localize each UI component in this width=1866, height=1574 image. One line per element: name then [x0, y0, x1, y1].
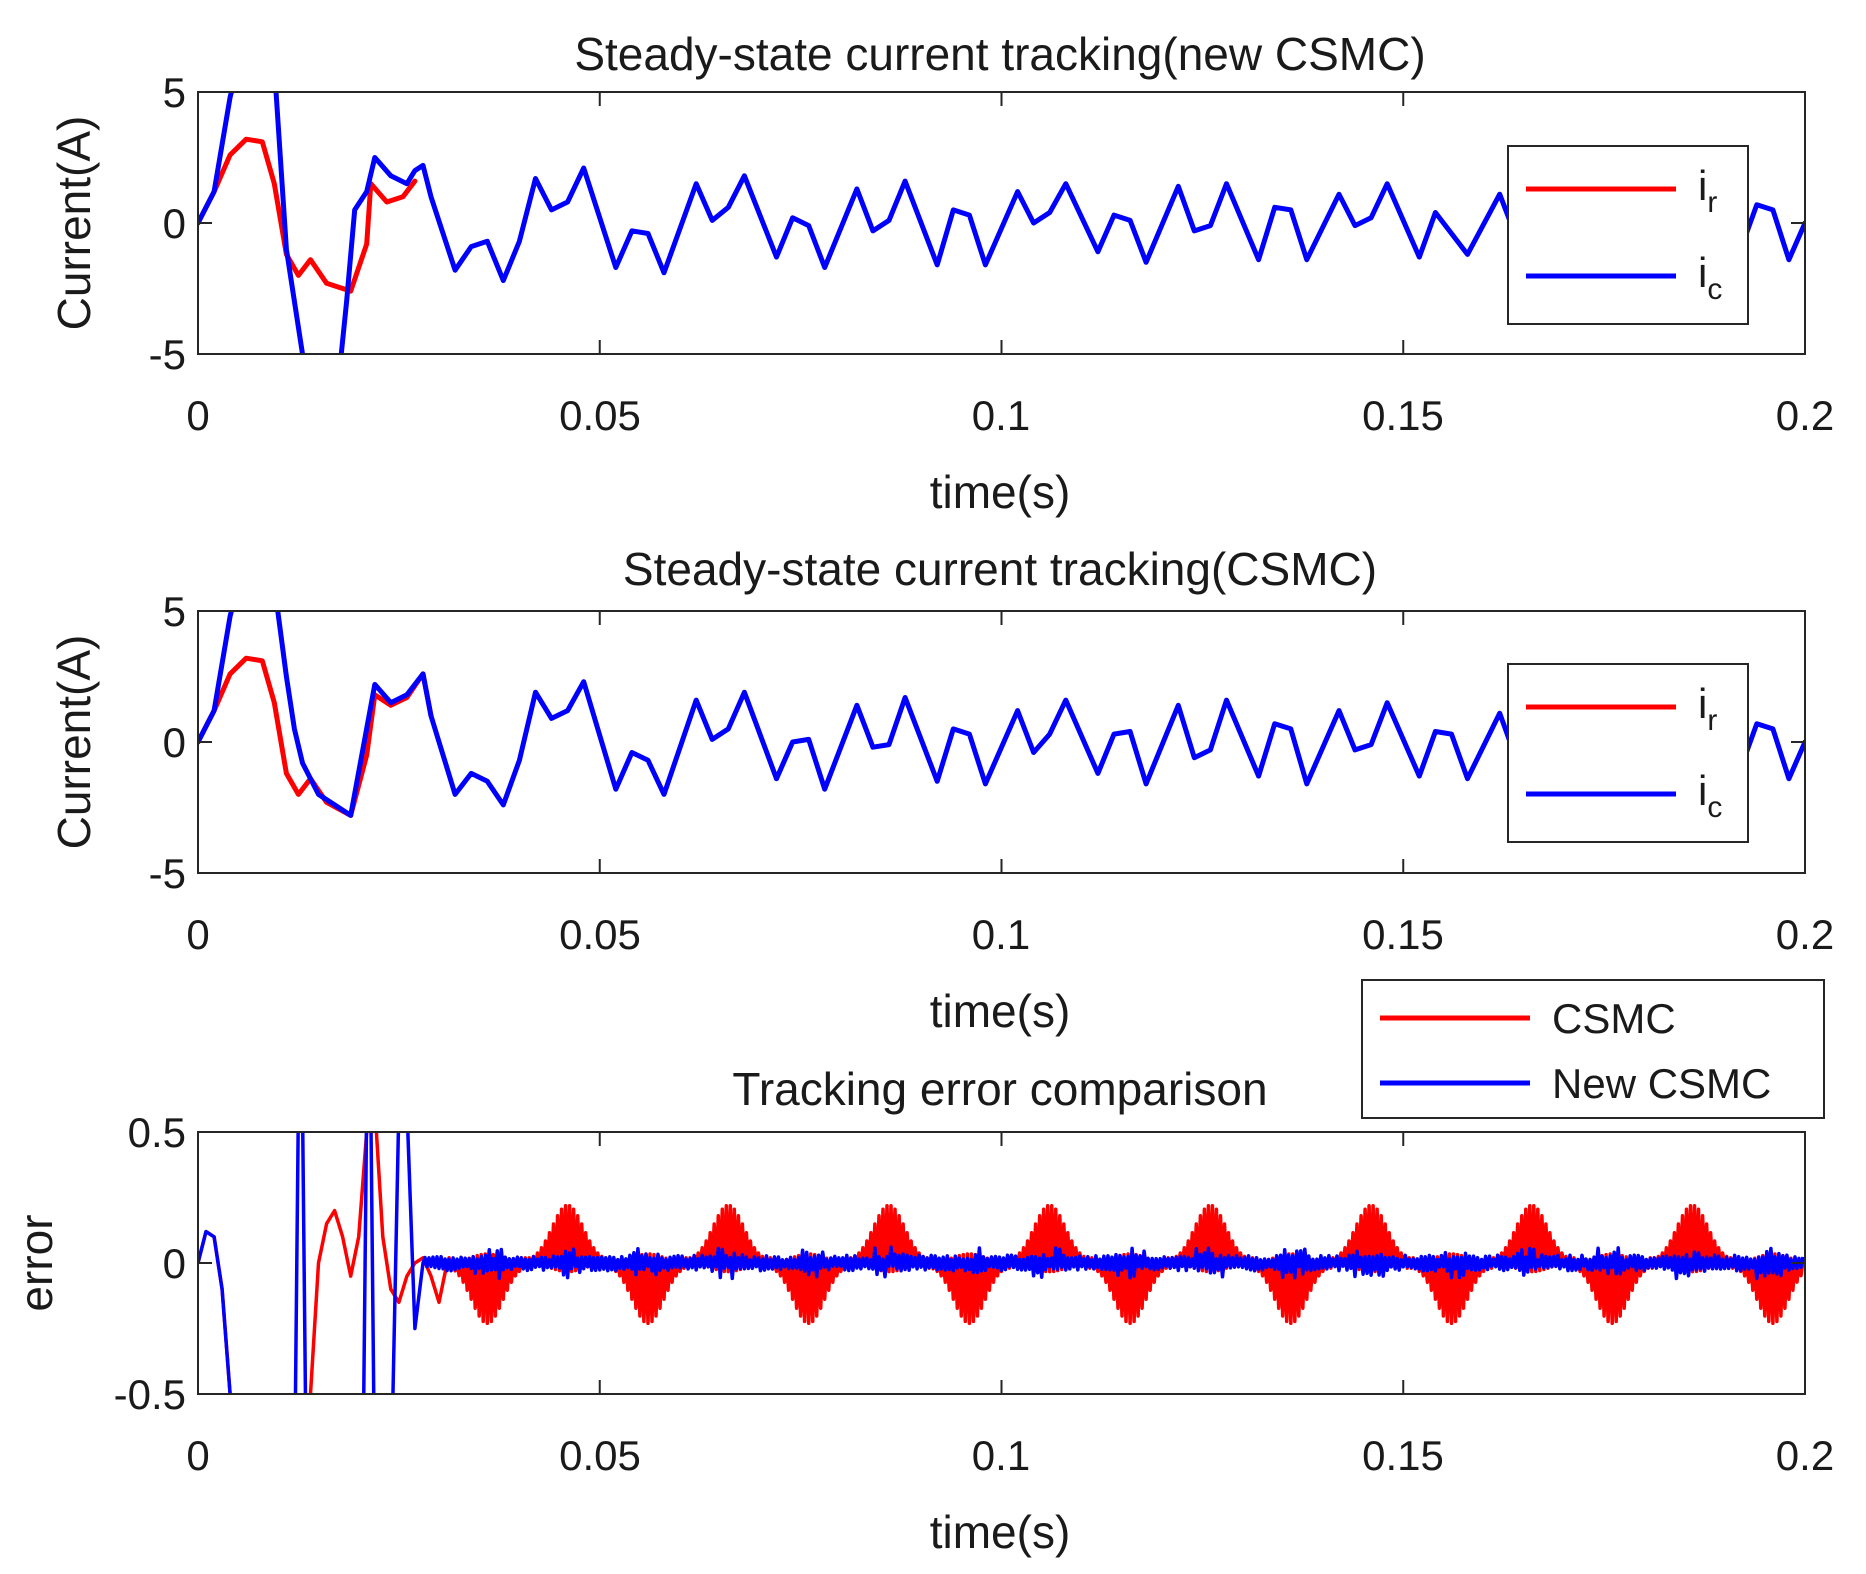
panel-2-legend: ir ic [1507, 663, 1749, 843]
panel-2-ytick-label: 0 [163, 719, 186, 766]
panel-3-legend: CSMC New CSMC [1361, 979, 1825, 1119]
panel-1-ytick-label: 0 [163, 200, 186, 247]
panel-3-xtick-label: 0.1 [972, 1432, 1030, 1479]
panel-2-xtick-label: 0.2 [1776, 911, 1834, 958]
panel-2-xtick-label: 0 [186, 911, 209, 958]
panel-2-ytick-label: 5 [163, 588, 186, 635]
panel-1-legend: ir ic [1507, 145, 1749, 325]
panel-3-tick-marks [197, 1131, 1806, 1395]
panel-1-tick-marks [197, 91, 1806, 355]
panel-2-tick-marks [197, 610, 1806, 874]
panel-2-legend-label-ir: ir [1698, 680, 1717, 737]
panel-1-xtick-label: 0 [186, 392, 209, 439]
panel-1-xtick-label: 0.2 [1776, 392, 1834, 439]
panel-2-xtick-label: 0.15 [1362, 911, 1444, 958]
panel-2-x-axis-label: time(s) [930, 985, 1071, 1037]
panel-3-ytick-label: 0.5 [128, 1109, 186, 1156]
panel-3-xtick-label: 0 [186, 1432, 209, 1479]
panel-3-legend-box [1361, 979, 1825, 1119]
panel-3-legend-label-csmc: CSMC [1552, 995, 1676, 1042]
panel-2-title: Steady-state current tracking(CSMC) [623, 543, 1377, 595]
panel-1-legend-label-ir: ir [1698, 162, 1717, 219]
panel-1-ytick-label: 5 [163, 69, 186, 116]
panel-1-xtick-label: 0.15 [1362, 392, 1444, 439]
panel-3-y-axis-label: error [10, 1214, 62, 1311]
panel-3-xtick-label: 0.2 [1776, 1432, 1834, 1479]
panel-3-x-axis-label: time(s) [930, 1506, 1071, 1558]
panel-2: Steady-state current tracking(CSMC) 5 0 … [48, 543, 1834, 1037]
panel-1-x-axis-label: time(s) [930, 466, 1071, 518]
panel-3-xtick-label: 0.05 [559, 1432, 641, 1479]
panel-3-ytick-label: -0.5 [114, 1371, 186, 1418]
panel-1-y-axis-label: Current(A) [48, 116, 100, 331]
panel-3-ytick-label: 0 [163, 1240, 186, 1287]
panel-2-legend-label-ic: ic [1698, 767, 1722, 824]
panel-2-ytick-label: -5 [149, 850, 186, 897]
panel-1-legend-box [1507, 145, 1749, 325]
panel-3-plot-area [198, 1132, 1805, 1394]
panel-1-legend-label-ic: ic [1698, 249, 1722, 306]
panel-3-xtick-label: 0.15 [1362, 1432, 1444, 1479]
panel-1: Steady-state current tracking(new CSMC) … [48, 28, 1834, 518]
panel-2-xtick-label: 0.05 [559, 911, 641, 958]
series-line-i-r [198, 136, 418, 294]
panel-1-xtick-label: 0.05 [559, 392, 641, 439]
panel-1-ytick-label: -5 [149, 331, 186, 378]
panel-3-title: Tracking error comparison [732, 1063, 1267, 1115]
panel-1-xtick-label: 0.1 [972, 392, 1030, 439]
series-line-new-csmc [198, 1132, 1805, 1394]
panel-2-y-axis-label: Current(A) [48, 635, 100, 850]
panel-3: Tracking error comparison 0.5 0 -0.5 0 0… [10, 979, 1834, 1558]
panel-2-xtick-label: 0.1 [972, 911, 1030, 958]
panel-1-title: Steady-state current tracking(new CSMC) [574, 28, 1425, 80]
panel-2-legend-box [1507, 663, 1749, 843]
panel-3-legend-label-new-csmc: New CSMC [1552, 1060, 1771, 1107]
